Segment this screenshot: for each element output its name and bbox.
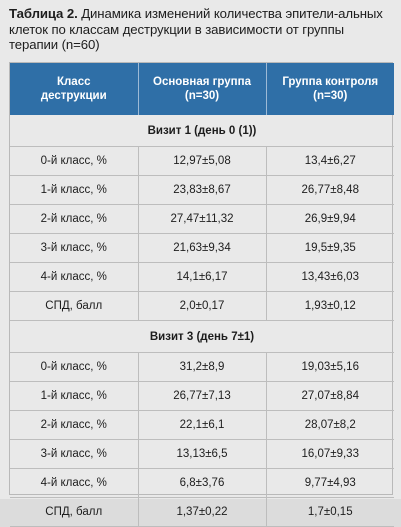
value-cell: 13,13±6,5 — [138, 439, 267, 469]
table-row: СПД, балл 2,0±0,17 1,93±0,12 — [10, 291, 394, 321]
section-header-row: Визит 1 (день 0 (1)) — [10, 115, 394, 147]
table-row: 4-й класс, % 6,8±3,76 9,77±4,93 — [10, 468, 394, 498]
value-cell: 26,9±9,94 — [266, 204, 394, 234]
row-label-cell: 2-й класс, % — [10, 410, 139, 440]
header-cell-class: Класс деструкции — [10, 63, 139, 115]
table-caption: Таблица 2. Динамика изменений количества… — [9, 6, 394, 53]
table-row: 4-й класс, % 14,1±6,17 13,43±6,03 — [10, 262, 394, 292]
value-cell: 1,93±0,12 — [266, 291, 394, 321]
value-cell: 6,8±3,76 — [138, 468, 267, 498]
table-row: 2-й класс, % 27,47±11,32 26,9±9,94 — [10, 204, 394, 234]
value-cell: 19,03±5,16 — [266, 352, 394, 382]
table-row: СПД, балл 1,37±0,22 1,7±0,15 — [10, 497, 394, 527]
value-cell: 27,47±11,32 — [138, 204, 267, 234]
value-cell: 16,07±9,33 — [266, 439, 394, 469]
table-row: 1-й класс, % 23,83±8,67 26,77±8,48 — [10, 175, 394, 205]
value-cell: 2,0±0,17 — [138, 291, 267, 321]
header-row: Класс деструкции Основная группа (n=30) Гр… — [10, 63, 394, 115]
row-label-cell: 3-й класс, % — [10, 233, 139, 263]
row-label-cell: 1-й класс, % — [10, 381, 139, 411]
value-cell: 9,77±4,93 — [266, 468, 394, 498]
data-table: Класс деструкции Основная группа (n=30) Гр… — [10, 63, 394, 527]
value-cell: 26,77±8,48 — [266, 175, 394, 205]
table-row: 3-й класс, % 13,13±6,5 16,07±9,33 — [10, 439, 394, 469]
value-cell: 26,77±7,13 — [138, 381, 267, 411]
row-label-cell: 3-й класс, % — [10, 439, 139, 469]
value-cell: 27,07±8,84 — [266, 381, 394, 411]
caption-text: Динамика изменений количества эпители-ал… — [9, 6, 383, 52]
table-row: 2-й класс, % 22,1±6,1 28,07±8,2 — [10, 410, 394, 440]
value-cell: 21,63±9,34 — [138, 233, 267, 263]
table-row: 0-й класс, % 31,2±8,9 19,03±5,16 — [10, 352, 394, 382]
row-label-cell: СПД, балл — [10, 291, 139, 321]
table-row: 1-й класс, % 26,77±7,13 27,07±8,84 — [10, 381, 394, 411]
value-cell: 19,5±9,35 — [266, 233, 394, 263]
row-label-cell: СПД, балл — [10, 497, 139, 527]
table-body: Визит 1 (день 0 (1)) 0-й класс, % 12,97±5,… — [10, 115, 394, 527]
value-cell: 1,7±0,15 — [266, 497, 394, 527]
value-cell: 12,97±5,08 — [138, 146, 267, 176]
row-label-cell: 4-й класс, % — [10, 468, 139, 498]
table-row: 0-й класс, % 12,97±5,08 13,4±6,27 — [10, 146, 394, 176]
value-cell: 23,83±8,67 — [138, 175, 267, 205]
caption-label: Таблица 2. — [9, 6, 78, 21]
row-label-cell: 2-й класс, % — [10, 204, 139, 234]
value-cell: 28,07±8,2 — [266, 410, 394, 440]
row-label-cell: 4-й класс, % — [10, 262, 139, 292]
section-header-row: Визит 3 (день 7±1) — [10, 320, 394, 353]
value-cell: 14,1±6,17 — [138, 262, 267, 292]
row-label-cell: 0-й класс, % — [10, 146, 139, 176]
header-cell-control-group: Группа контроля (n=30) — [266, 63, 394, 115]
row-label-cell: 0-й класс, % — [10, 352, 139, 382]
value-cell: 1,37±0,22 — [138, 497, 267, 527]
section-title: Визит 1 (день 0 (1)) — [10, 115, 394, 147]
value-cell: 13,43±6,03 — [266, 262, 394, 292]
row-label-cell: 1-й класс, % — [10, 175, 139, 205]
header-cell-main-group: Основная группа (n=30) — [138, 63, 267, 115]
value-cell: 31,2±8,9 — [138, 352, 267, 382]
value-cell: 22,1±6,1 — [138, 410, 267, 440]
table-container: Класс деструкции Основная группа (n=30) Гр… — [9, 62, 394, 527]
table-row: 3-й класс, % 21,63±9,34 19,5±9,35 — [10, 233, 394, 263]
section-title: Визит 3 (день 7±1) — [10, 320, 394, 353]
value-cell: 13,4±6,27 — [266, 146, 394, 176]
